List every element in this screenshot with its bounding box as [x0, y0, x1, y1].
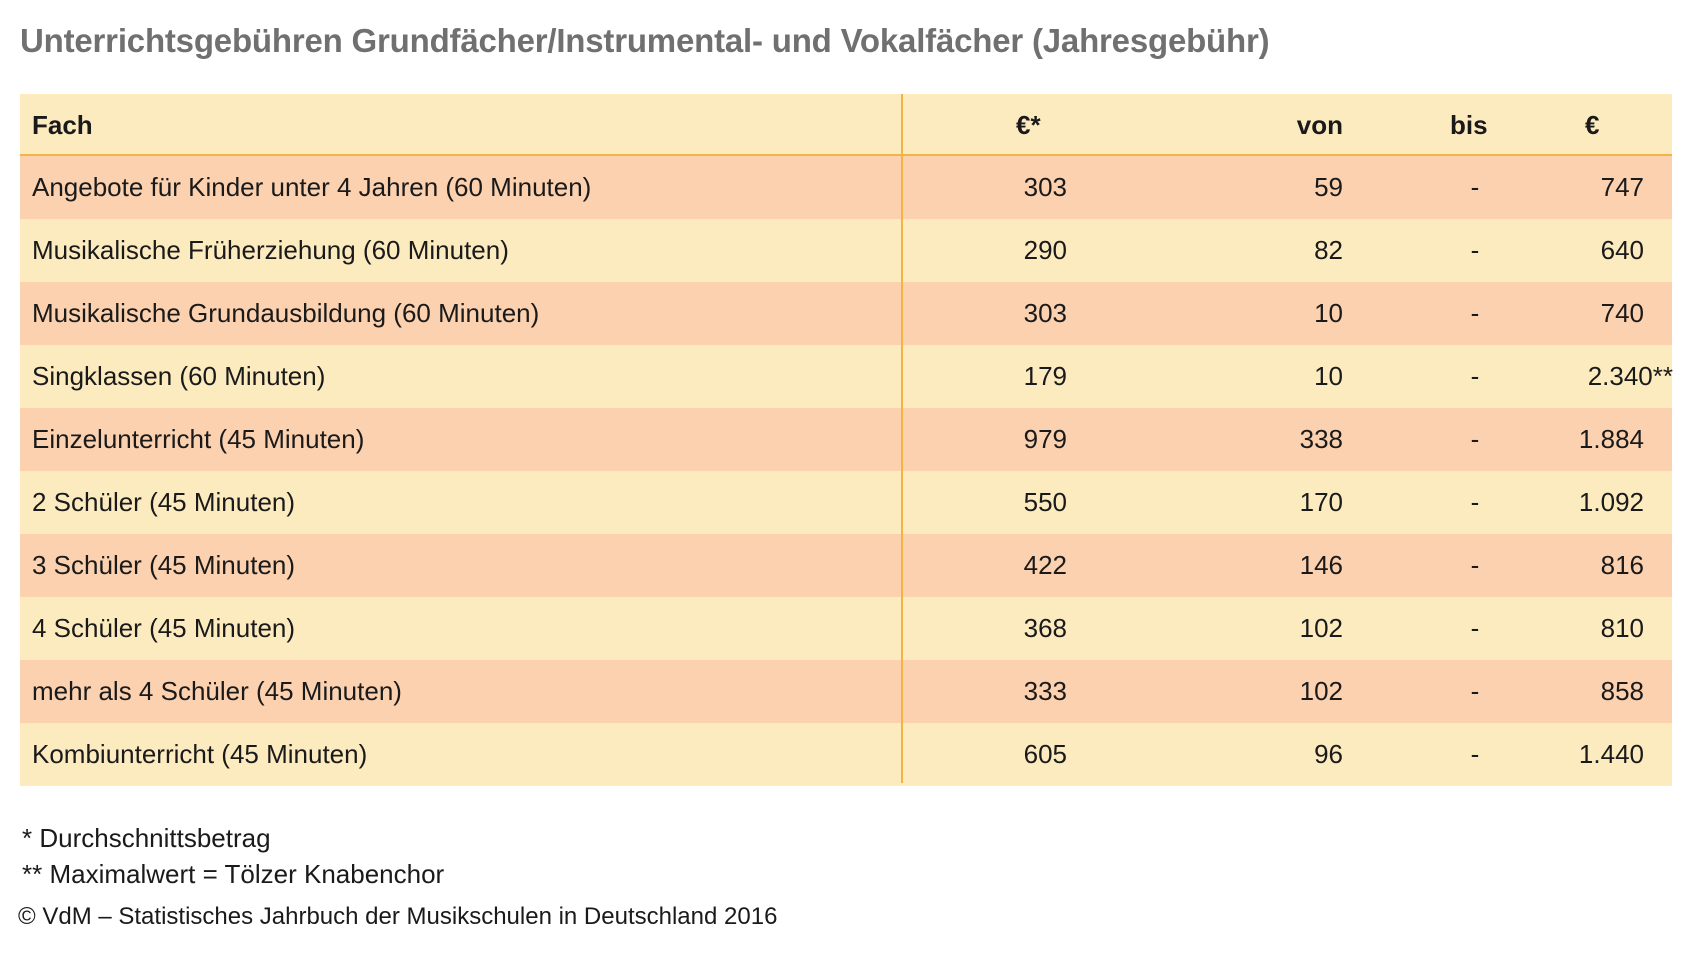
- table-row: Einzelunterricht (45 Minuten) 979 338 - 1.88…: [20, 408, 1672, 471]
- cell-fach: 2 Schüler (45 Minuten): [32, 487, 296, 517]
- cell-average: 422: [1023, 550, 1067, 580]
- cell-von: 338: [1299, 424, 1343, 454]
- cell-bis: 816: [1600, 550, 1644, 580]
- footnotes: * Durchschnittsbetrag ** Maximalwert = T…: [22, 820, 444, 892]
- table-row: Singklassen (60 Minuten) 179 10 - 2.340**: [20, 345, 1673, 408]
- cell-von: 102: [1299, 676, 1343, 706]
- cell-bis: 1.440: [1578, 739, 1644, 769]
- cell-average: 550: [1023, 487, 1067, 517]
- cell-dash: -: [1470, 361, 1480, 391]
- cell-bis: 810: [1600, 613, 1644, 643]
- cell-average: 290: [1023, 235, 1067, 265]
- fee-table: Fach €* von bis € Angebote für Kinder un…: [20, 94, 1673, 786]
- cell-fach: mehr als 4 Schüler (45 Minuten): [32, 676, 402, 706]
- header-euro: €: [1585, 110, 1600, 140]
- cell-von: 10: [1314, 298, 1343, 328]
- cell-fach: Musikalische Früherziehung (60 Minuten): [32, 235, 509, 265]
- cell-dash: -: [1470, 550, 1480, 580]
- cell-fach: 3 Schüler (45 Minuten): [32, 550, 296, 580]
- cell-von: 10: [1314, 361, 1343, 391]
- cell-dash: -: [1470, 172, 1480, 202]
- table-row: Angebote für Kinder unter 4 Jahren (60 M…: [20, 156, 1672, 219]
- cell-fach: Angebote für Kinder unter 4 Jahren (60 M…: [32, 172, 592, 202]
- cell-fach: Singklassen (60 Minuten): [32, 361, 326, 391]
- header-fach: Fach: [32, 110, 93, 140]
- cell-fach: Musikalische Grundausbildung (60 Minuten…: [32, 298, 540, 328]
- cell-dash: -: [1470, 298, 1480, 328]
- cell-dash: -: [1470, 235, 1480, 265]
- cell-average: 303: [1023, 298, 1067, 328]
- header-average: €*: [1016, 110, 1041, 140]
- table-row: Musikalische Früherziehung (60 Minuten) 2…: [20, 219, 1672, 282]
- cell-bis: 740: [1600, 298, 1644, 328]
- cell-bis: 1.884: [1578, 424, 1644, 454]
- table-row: Musikalische Grundausbildung (60 Minuten…: [20, 282, 1672, 345]
- cell-average: 368: [1023, 613, 1067, 643]
- cell-average: 605: [1023, 739, 1067, 769]
- cell-dash: -: [1470, 739, 1480, 769]
- cell-von: 59: [1314, 172, 1343, 202]
- table-row: mehr als 4 Schüler (45 Minuten) 333 102 - 85…: [20, 660, 1672, 723]
- page-title: Unterrichtsgebühren Grundfächer/Instrume…: [20, 22, 1270, 59]
- footnote-maximum: ** Maximalwert = Tölzer Knabenchor: [22, 859, 445, 889]
- table-header-row: Fach €* von bis €: [20, 94, 1672, 156]
- table-row: 2 Schüler (45 Minuten) 550 170 - 1.092: [20, 471, 1672, 534]
- cell-von: 96: [1314, 739, 1343, 769]
- cell-bis: 747: [1600, 172, 1644, 202]
- cell-bis: 2.340**: [1587, 361, 1673, 391]
- cell-average: 179: [1023, 361, 1067, 391]
- cell-dash: -: [1470, 487, 1480, 517]
- table-row: 3 Schüler (45 Minuten) 422 146 - 816: [20, 534, 1672, 597]
- cell-bis: 640: [1600, 235, 1644, 265]
- table-row: 4 Schüler (45 Minuten) 368 102 - 810: [20, 597, 1672, 660]
- cell-average: 979: [1023, 424, 1067, 454]
- source-credit: © VdM – Statistisches Jahrbuch der Musik…: [18, 903, 778, 930]
- cell-average: 303: [1023, 172, 1067, 202]
- cell-bis: 858: [1600, 676, 1644, 706]
- cell-bis: 1.092: [1578, 487, 1644, 517]
- cell-fach: Kombiunterricht (45 Minuten): [32, 739, 368, 769]
- cell-von: 82: [1314, 235, 1343, 265]
- footnote-average: * Durchschnittsbetrag: [22, 823, 271, 853]
- table-body: Angebote für Kinder unter 4 Jahren (60 M…: [20, 156, 1673, 786]
- cell-dash: -: [1470, 676, 1480, 706]
- cell-fach: Einzelunterricht (45 Minuten): [32, 424, 365, 454]
- header-bis: bis: [1450, 110, 1488, 140]
- cell-von: 170: [1299, 487, 1343, 517]
- cell-dash: -: [1470, 613, 1480, 643]
- cell-dash: -: [1470, 424, 1480, 454]
- table-row: Kombiunterricht (45 Minuten) 605 96 - 1.440: [20, 723, 1672, 786]
- header-von: von: [1296, 110, 1343, 140]
- cell-von: 102: [1299, 613, 1343, 643]
- cell-fach: 4 Schüler (45 Minuten): [32, 613, 296, 643]
- cell-von: 146: [1299, 550, 1343, 580]
- cell-average: 333: [1023, 676, 1067, 706]
- column-divider: [901, 94, 903, 783]
